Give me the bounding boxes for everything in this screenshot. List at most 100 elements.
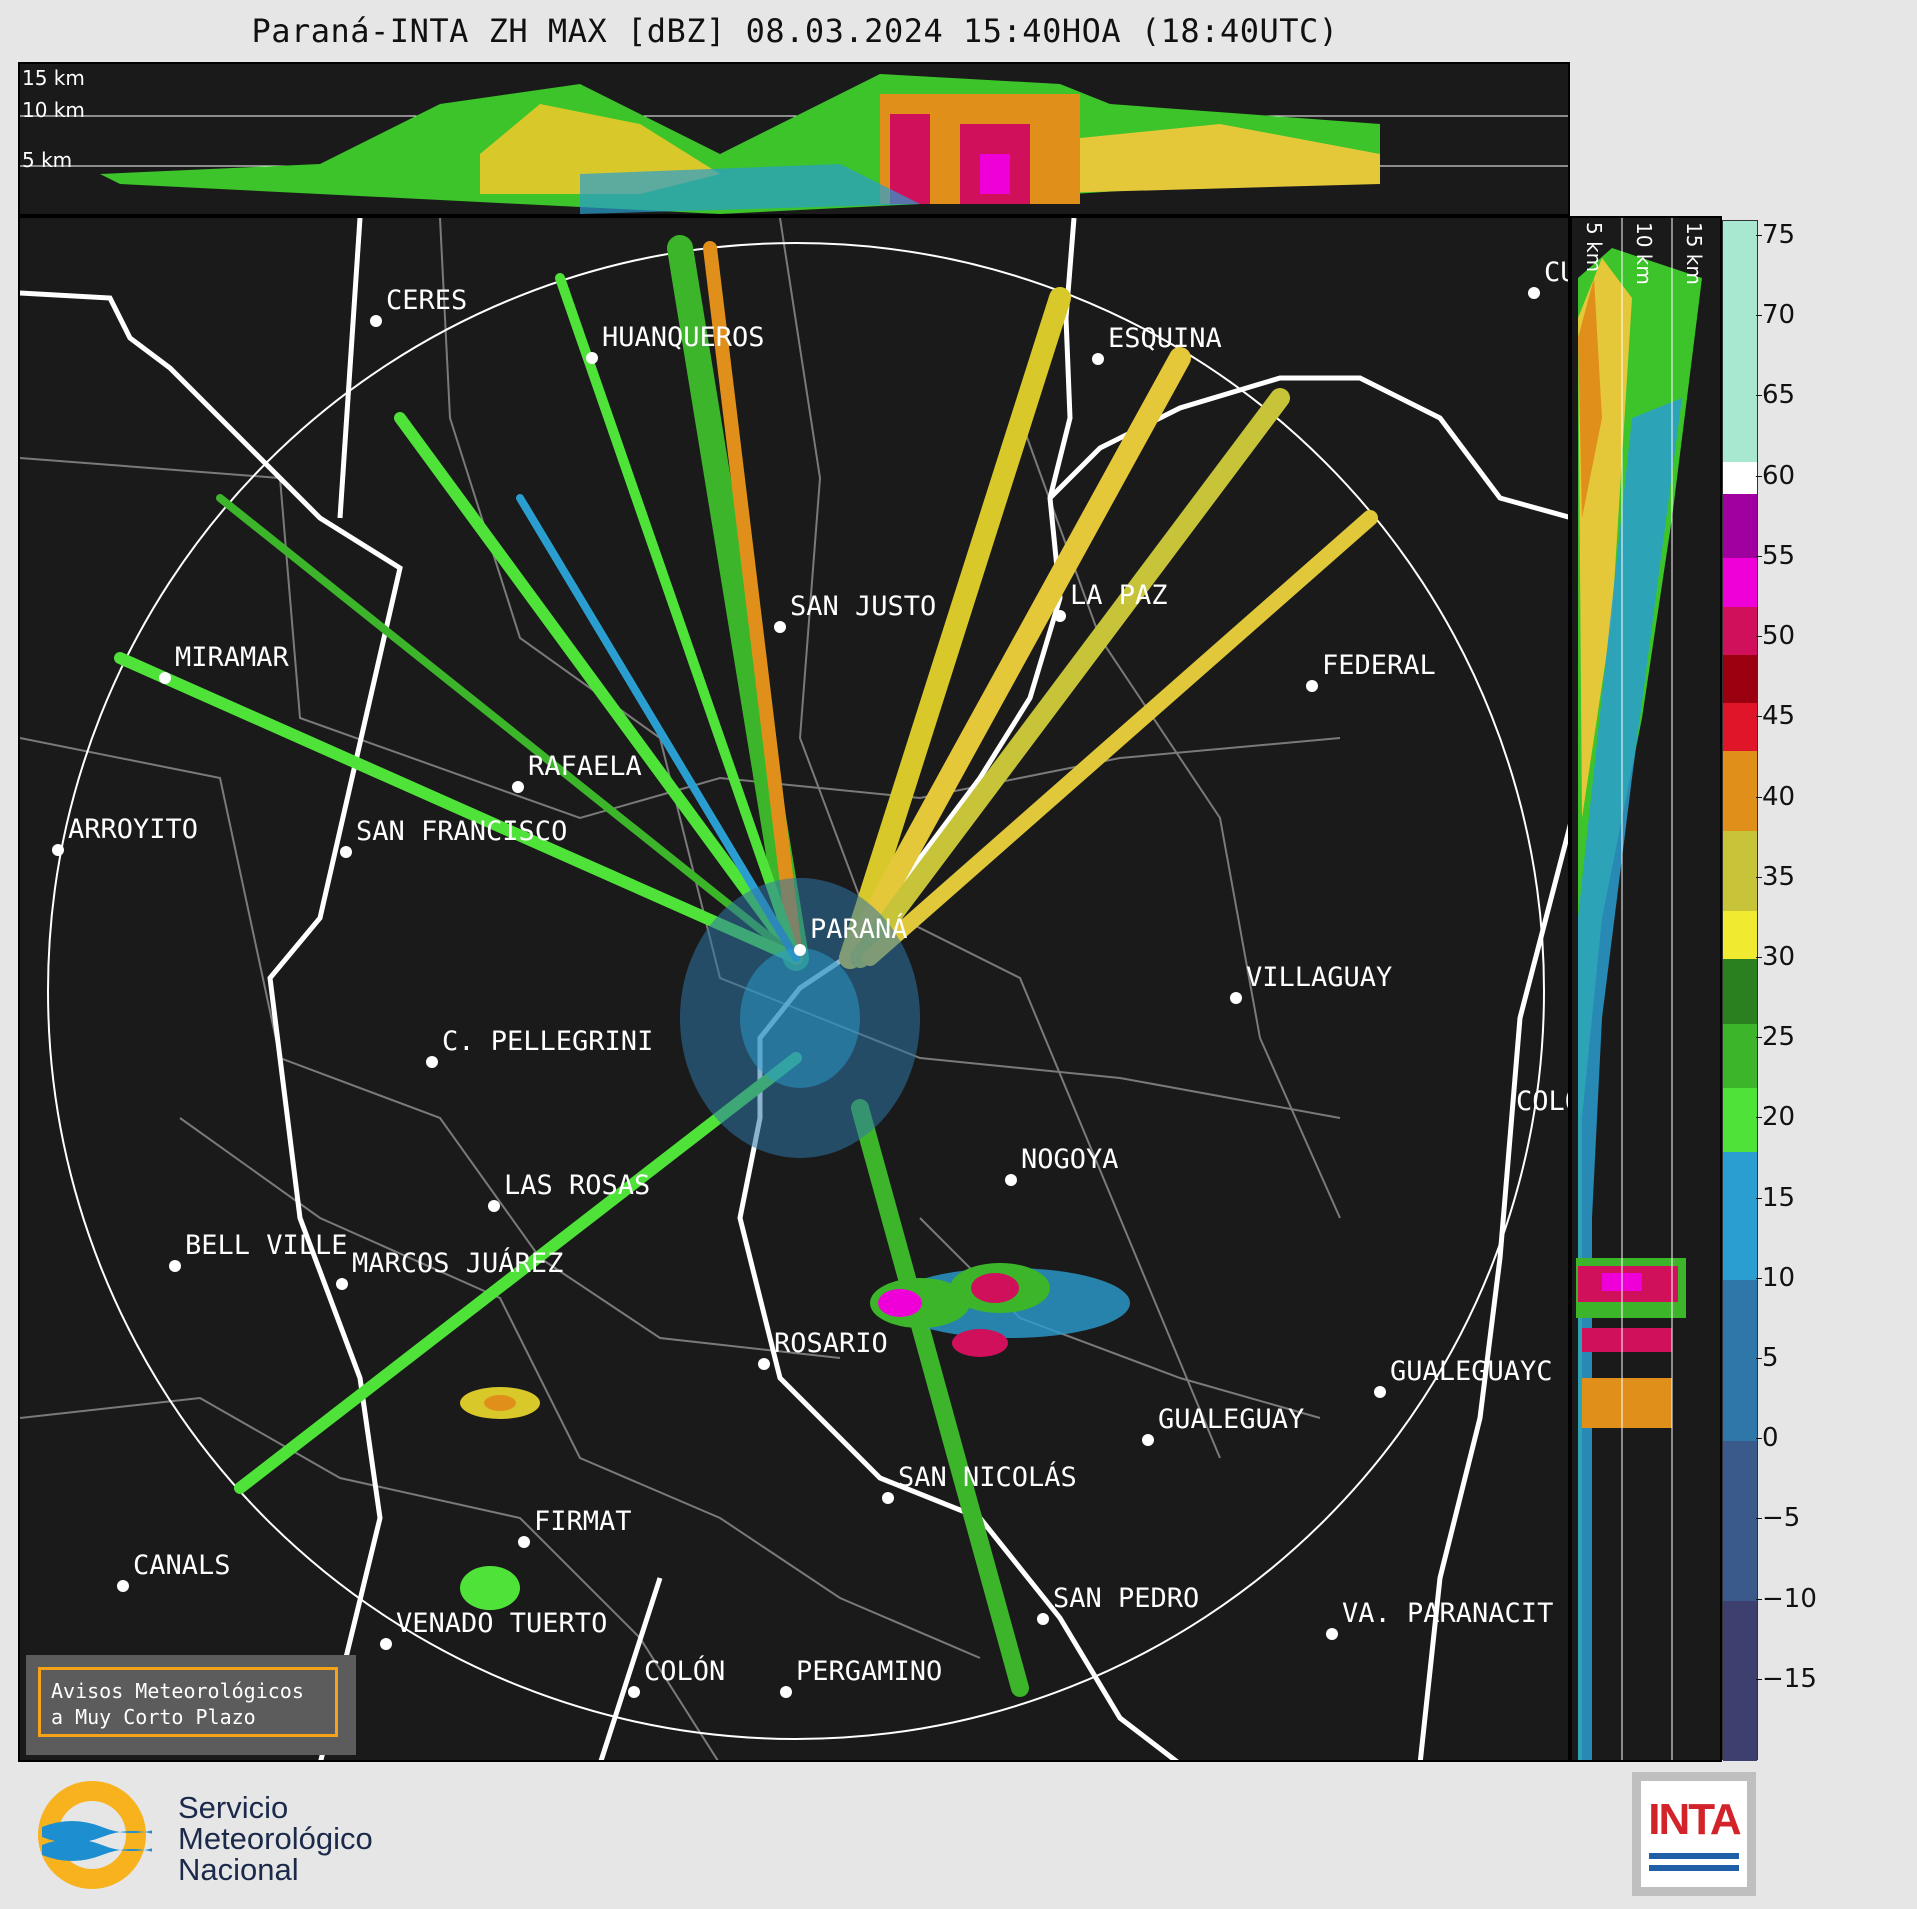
city-label: NOGOYA: [1021, 1144, 1119, 1175]
colorbar-tick-label: 50: [1755, 621, 1796, 652]
city-label: FIRMAT: [534, 1506, 632, 1537]
city-marker: [628, 1686, 640, 1698]
smn-line-2: Meteorológico: [178, 1821, 373, 1856]
city-marker: [1306, 680, 1318, 692]
city-marker: [380, 1638, 392, 1650]
city-marker: [488, 1200, 500, 1212]
side-height-label-15km: 15 km: [1682, 222, 1706, 285]
radar-beams: [114, 235, 1378, 1697]
city-marker: [794, 944, 806, 956]
cross-section-top-echoes: [20, 74, 1568, 214]
colorbar-tick-label: 70: [1755, 300, 1796, 331]
height-label-10km: 10 km: [22, 98, 85, 122]
city-marker: [1374, 1386, 1386, 1398]
colorbar-segment: [1723, 1151, 1757, 1281]
city-marker: [1528, 287, 1540, 299]
city-label: FEDERAL: [1322, 650, 1436, 681]
city-marker: [1054, 610, 1066, 622]
warning-line-2: a Muy Corto Plazo: [51, 1705, 256, 1729]
city-label: LAS ROSAS: [504, 1170, 651, 1201]
page-title: Paraná-INTA ZH MAX [dBZ] 08.03.2024 15:4…: [251, 12, 1339, 50]
city-label: MIRAMAR: [175, 642, 289, 673]
colorbar-segment: [1723, 606, 1757, 655]
city-marker: [1326, 1628, 1338, 1640]
city-label: CERES: [386, 285, 468, 316]
warning-line-1: Avisos Meteorológicos: [51, 1679, 304, 1703]
city-label: VA. PARANACIT: [1342, 1598, 1554, 1629]
colorbar-tick-label: 0: [1756, 1423, 1779, 1454]
city-label: CANALS: [133, 1550, 231, 1581]
colorbar-tick-label: −10: [1756, 1583, 1817, 1614]
city-marker: [518, 1536, 530, 1548]
height-label-15km: 15 km: [22, 66, 85, 90]
colorbar-segment: [1723, 557, 1757, 607]
colorbar-tick-label: 35: [1755, 861, 1796, 892]
city-marker: [758, 1358, 770, 1370]
city-label: BELL VILLE: [185, 1230, 348, 1261]
colorbar-segment: [1723, 1279, 1757, 1441]
radar-map: CERES HUANQUEROS ESQUINA CU SAN JUSTO LA…: [18, 216, 1570, 1762]
height-label-5km: 5 km: [22, 148, 73, 172]
city-label: RAFAELA: [528, 751, 642, 782]
warning-frame: Avisos Meteorológicos a Muy Corto Plazo: [38, 1667, 338, 1737]
city-marker: [1037, 1613, 1049, 1625]
colorbar-segment: [1723, 830, 1757, 912]
colorbar-segment: [1723, 958, 1757, 1024]
smn-logo-icon: [38, 1781, 152, 1889]
colorbar-tick-label: −5: [1755, 1503, 1801, 1534]
colorbar: [1722, 220, 1758, 1762]
warning-box: Avisos Meteorológicos a Muy Corto Plazo: [26, 1655, 356, 1755]
smn-line-1: Servicio: [178, 1790, 289, 1825]
city-marker: [1230, 992, 1242, 1004]
map-graphics: [20, 218, 1568, 1760]
city-label: GUALEGUAY: [1158, 1404, 1305, 1435]
city-marker: [370, 315, 382, 327]
cross-section-side: 5 km 10 km 15 km: [1570, 216, 1722, 1762]
colorbar-segment: [1723, 702, 1757, 751]
city-label: MARCOS JUÁREZ: [352, 1248, 564, 1279]
smn-line-3: Nacional: [178, 1852, 299, 1887]
colorbar-segment: [1723, 910, 1757, 960]
colorbar-tick-label: 30: [1755, 941, 1796, 972]
colorbar-segment: [1723, 1087, 1757, 1152]
smn-wordmark: Servicio Meteorológico Nacional: [178, 1792, 373, 1885]
city-marker: [1092, 353, 1104, 365]
echo-red-1: [890, 114, 930, 204]
colorbar-tick-label: 20: [1755, 1102, 1796, 1133]
colorbar-tick-label: 10: [1755, 1262, 1796, 1293]
city-label: HUANQUEROS: [602, 322, 765, 353]
city-label: COLÓ: [1516, 1086, 1568, 1117]
colorbar-tick-label: 45: [1755, 701, 1796, 732]
radar-clutter-core: [740, 948, 860, 1088]
city-marker: [512, 781, 524, 793]
echo-blue: [580, 164, 920, 214]
inta-logo: INTA: [1632, 1772, 1756, 1896]
city-marker: [780, 1686, 792, 1698]
echo-yellow-2: [1020, 124, 1380, 194]
city-marker: [159, 672, 171, 684]
side-height-label-5km: 5 km: [1582, 222, 1606, 273]
inta-logo-inner: INTA: [1641, 1781, 1747, 1887]
colorbar-tick-label: 5: [1756, 1342, 1779, 1373]
cross-section-top: 15 km 10 km 5 km: [18, 62, 1570, 216]
city-label: ROSARIO: [774, 1328, 888, 1359]
city-label: PERGAMINO: [796, 1656, 943, 1687]
colorbar-segment: [1723, 1023, 1757, 1088]
city-label: ESQUINA: [1108, 323, 1222, 354]
colorbar-segment: [1723, 221, 1757, 463]
city-label: PARANÁ: [810, 914, 908, 945]
city-label: SAN PEDRO: [1053, 1583, 1200, 1614]
inta-logo-text: INTA: [1648, 1795, 1741, 1844]
colorbar-tick-label: 65: [1755, 380, 1796, 411]
city-label: CU: [1544, 257, 1568, 288]
city-label: VILLAGUAY: [1246, 962, 1393, 993]
echo-magenta: [980, 154, 1010, 194]
cross-section-side-echoes: [1576, 218, 1702, 1760]
city-marker: [426, 1056, 438, 1068]
city-marker: [586, 352, 598, 364]
city-marker: [1142, 1434, 1154, 1446]
colorbar-tick-label: −15: [1756, 1663, 1817, 1694]
colorbar-tick-label: 60: [1755, 460, 1796, 491]
colorbar-segment: [1723, 654, 1757, 703]
city-label: LA PAZ: [1070, 580, 1168, 611]
